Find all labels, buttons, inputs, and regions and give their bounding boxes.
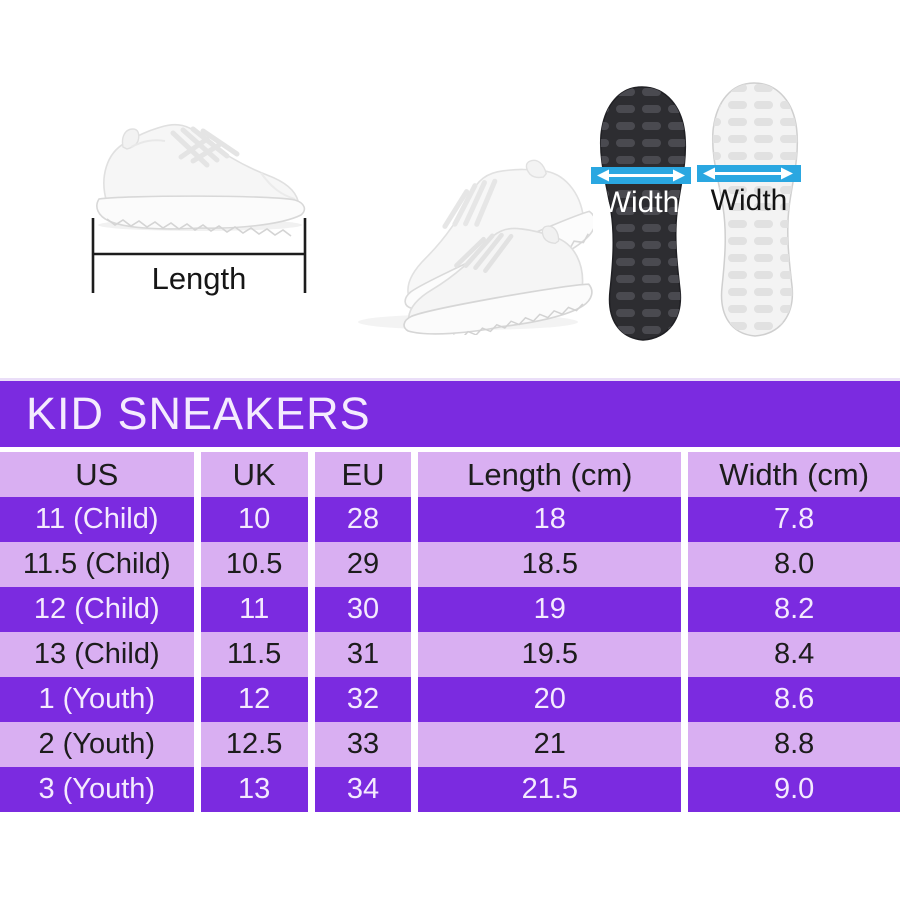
table-cell: 19 [411, 587, 682, 632]
table-row: 12 (Child) 11 30 19 8.2 [0, 587, 900, 632]
table-title-banner: KID SNEAKERS [0, 378, 900, 447]
table-body: 11 (Child) 10 28 18 7.8 11.5 (Child) 10.5 29 18.… [0, 497, 900, 812]
table-cell: 11.5 [193, 632, 308, 677]
table-cell: 29 [307, 542, 412, 587]
table-row: 3 (Youth) 13 34 21.5 9.0 [0, 767, 900, 812]
table-cell: 28 [307, 497, 412, 542]
white-sole [711, 82, 799, 337]
table-row: 13 (Child) 11.5 31 19.5 8.4 [0, 632, 900, 677]
table-cell: 8.6 [681, 677, 900, 722]
product-figure: Length [0, 0, 900, 378]
table-row: 11.5 (Child) 10.5 29 18.5 8.0 [0, 542, 900, 587]
size-table: US UK EU Length (cm) Width (cm) 11 (Chil… [0, 452, 900, 812]
table-cell: 1 (Youth) [0, 677, 194, 722]
table-cell: 13 (Child) [0, 632, 194, 677]
table-header-row: US UK EU Length (cm) Width (cm) [0, 452, 900, 497]
laces [170, 126, 240, 168]
table-cell: 12.5 [193, 722, 308, 767]
table-cell: 11 (Child) [0, 497, 194, 542]
table-cell: 32 [307, 677, 412, 722]
width-arrow-white-sole [697, 165, 801, 182]
column-header-uk: UK [193, 452, 308, 497]
table-cell: 20 [411, 677, 682, 722]
table-cell: 13 [193, 767, 308, 812]
table-cell: 10 [193, 497, 308, 542]
column-header-length: Length (cm) [411, 452, 682, 497]
sole-width-diagram: Width Width [591, 82, 801, 341]
table-cell: 19.5 [411, 632, 682, 677]
table-cell: 10.5 [193, 542, 308, 587]
table-cell: 8.4 [681, 632, 900, 677]
table-row: 2 (Youth) 12.5 33 21 8.8 [0, 722, 900, 767]
sneaker-pair-photo [358, 159, 593, 335]
width-label-white-sole: Width [711, 184, 788, 217]
table-cell: 12 [193, 677, 308, 722]
front-sneaker [403, 225, 593, 335]
table-cell: 18.5 [411, 542, 682, 587]
table-cell: 3 (Youth) [0, 767, 194, 812]
column-header-us: US [0, 452, 194, 497]
width-label-black-sole: Width [603, 186, 680, 219]
table-row: 11 (Child) 10 28 18 7.8 [0, 497, 900, 542]
length-label: Length [152, 261, 247, 296]
table-cell: 33 [307, 722, 412, 767]
width-arrow-black-sole [591, 167, 691, 184]
sneaker-side-view-photo: Length [91, 123, 307, 296]
table-title: KID SNEAKERS [26, 388, 371, 439]
table-cell: 21 [411, 722, 682, 767]
table-cell: 8.8 [681, 722, 900, 767]
table-cell: 18 [411, 497, 682, 542]
table-cell: 9.0 [681, 767, 900, 812]
table-row: 1 (Youth) 12 32 20 8.6 [0, 677, 900, 722]
sole-tread-zigzag [106, 218, 292, 237]
table-cell: 34 [307, 767, 412, 812]
column-header-width: Width (cm) [681, 452, 900, 497]
toe-cap-line [260, 172, 296, 200]
table-cell: 11.5 (Child) [0, 542, 194, 587]
black-sole [599, 86, 687, 341]
table-cell: 21.5 [411, 767, 682, 812]
table-cell: 30 [307, 587, 412, 632]
table-cell: 8.0 [681, 542, 900, 587]
table-cell: 11 [193, 587, 308, 632]
table-cell: 7.8 [681, 497, 900, 542]
table-cell: 8.2 [681, 587, 900, 632]
table-cell: 12 (Child) [0, 587, 194, 632]
collar-line [130, 139, 166, 148]
column-header-eu: EU [307, 452, 412, 497]
table-cell: 31 [307, 632, 412, 677]
table-cell: 2 (Youth) [0, 722, 194, 767]
